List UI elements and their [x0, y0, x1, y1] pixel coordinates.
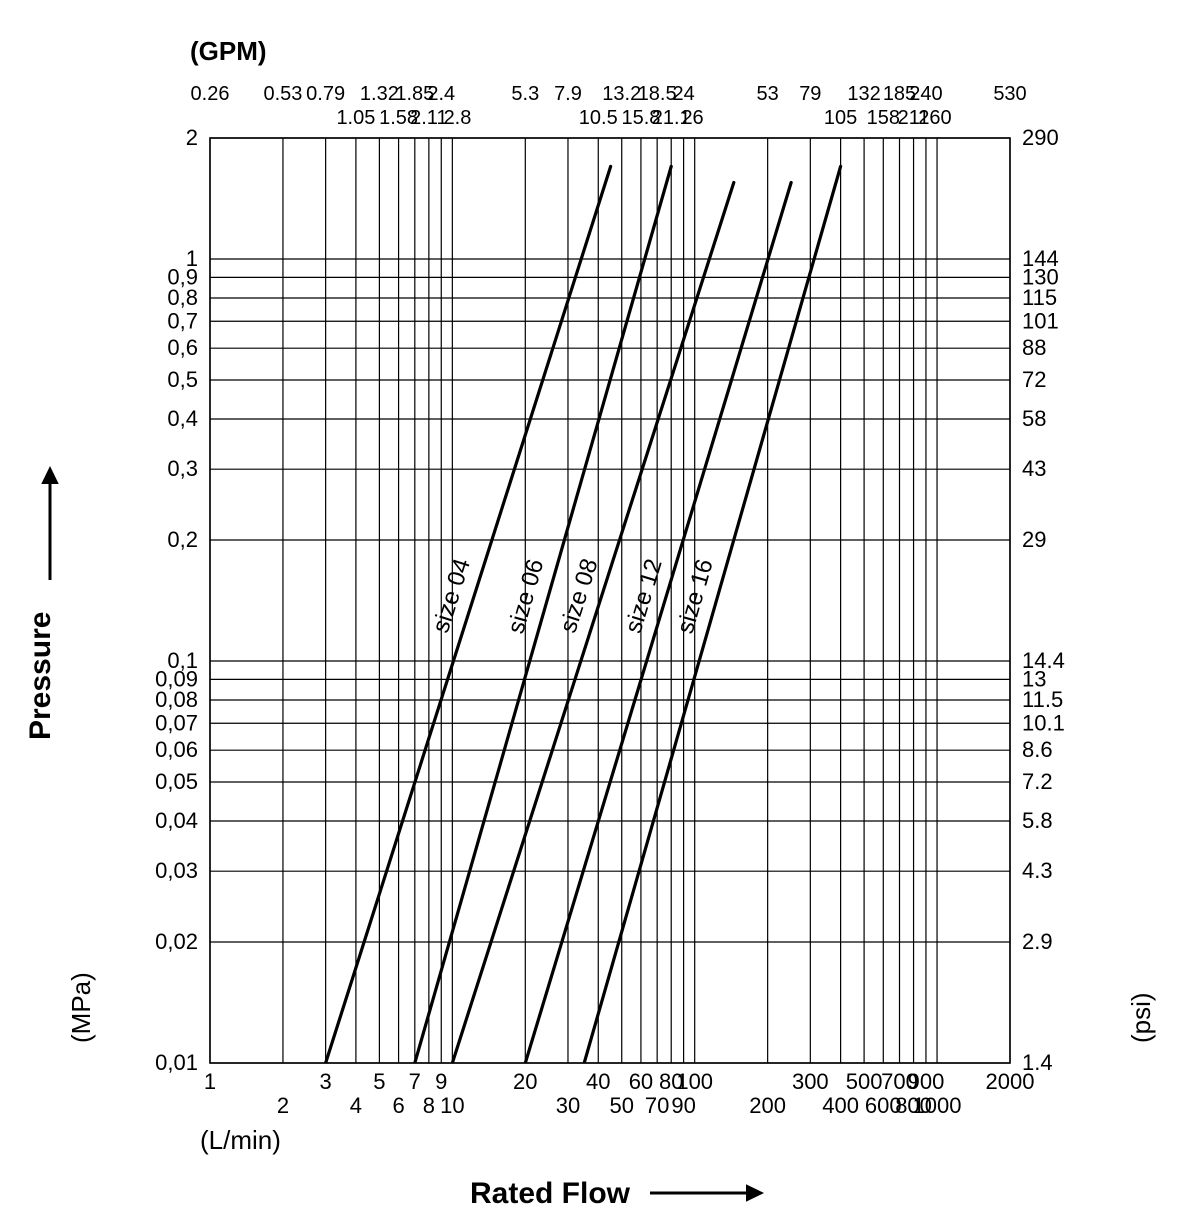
x-top-tick-label: 24: [672, 83, 694, 105]
x-top-tick-label: 260: [918, 107, 951, 129]
pressure-vs-flow-chart: 1234567891020304050607080901002003004005…: [0, 0, 1200, 1219]
y-unit-left: (MPa): [66, 972, 96, 1043]
x-top-tick-label: 18.5: [638, 83, 677, 105]
y-tick-label-left: 0,01: [155, 1050, 198, 1075]
x-unit-top: (GPM): [190, 36, 267, 66]
x-top-tick-label: 2.11: [410, 107, 447, 129]
x-tick-label: 500: [846, 1069, 883, 1094]
x-tick-label: 30: [556, 1093, 580, 1118]
y-tick-label-left: 0,7: [167, 308, 198, 333]
x-top-tick-label: 240: [909, 83, 942, 105]
y-tick-label-right: 144: [1022, 246, 1059, 271]
x-unit-bottom: (L/min): [200, 1125, 281, 1155]
x-tick-label: 2: [277, 1093, 289, 1118]
y-tick-label-right: 290: [1022, 125, 1059, 150]
y-tick-label-left: 0,6: [167, 335, 198, 360]
y-unit-right: (psi): [1126, 992, 1156, 1043]
x-tick-label: 100: [676, 1069, 713, 1094]
x-tick-label: 10: [440, 1093, 464, 1118]
y-tick-label-right: 88: [1022, 335, 1046, 360]
x-top-tick-label: 1.05: [336, 107, 375, 129]
x-tick-label: 5: [373, 1069, 385, 1094]
x-top-tick-label: 0.26: [191, 83, 230, 105]
x-tick-label: 40: [586, 1069, 610, 1094]
x-tick-label: 60: [629, 1069, 653, 1094]
x-top-tick-label: 0.79: [306, 83, 345, 105]
x-tick-label: 3: [320, 1069, 332, 1094]
y-tick-label-left: 0,4: [167, 406, 198, 431]
y-tick-label-left: 0,3: [167, 456, 198, 481]
y-tick-label-right: 14.4: [1022, 648, 1065, 673]
x-tick-label: 70: [645, 1093, 669, 1118]
x-tick-label: 20: [513, 1069, 537, 1094]
x-tick-label: 6: [392, 1093, 404, 1118]
y-axis-title: Pressure: [24, 612, 57, 740]
y-tick-label-left: 0,04: [155, 808, 198, 833]
x-tick-label: 1: [204, 1069, 216, 1094]
x-tick-label: 90: [671, 1093, 695, 1118]
x-top-tick-label: 7.9: [554, 83, 582, 105]
x-top-tick-label: 530: [993, 83, 1026, 105]
y-tick-label-left: 0,2: [167, 527, 198, 552]
y-tick-label-right: 58: [1022, 406, 1046, 431]
x-top-tick-label: 105: [824, 107, 857, 129]
x-tick-label: 7: [409, 1069, 421, 1094]
y-tick-label-left: 2: [186, 125, 198, 150]
y-tick-label-right: 29: [1022, 527, 1046, 552]
x-top-tick-label: 53: [757, 83, 779, 105]
x-tick-label: 4: [350, 1093, 362, 1118]
y-tick-label-left: 0,06: [155, 737, 198, 762]
x-top-tick-label: 2.8: [444, 107, 472, 129]
y-tick-label-right: 8.6: [1022, 737, 1053, 762]
y-tick-label-left: 0,5: [167, 367, 198, 392]
x-tick-label: 50: [610, 1093, 634, 1118]
y-tick-label-right: 101: [1022, 308, 1059, 333]
x-tick-label: 300: [792, 1069, 829, 1094]
y-tick-label-right: 10.1: [1022, 710, 1065, 735]
y-tick-label-left: 1: [186, 246, 198, 271]
y-tick-label-right: 2.9: [1022, 929, 1053, 954]
y-tick-label-left: 0,05: [155, 769, 198, 794]
y-tick-label-right: 4.3: [1022, 858, 1053, 883]
x-top-tick-label: 158: [867, 107, 900, 129]
x-top-tick-label: 5.3: [511, 83, 539, 105]
x-top-tick-label: 132: [847, 83, 880, 105]
y-tick-label-left: 0,1: [167, 648, 198, 673]
x-top-tick-label: 10.5: [579, 107, 618, 129]
y-tick-label-right: 72: [1022, 367, 1046, 392]
x-tick-label: 1000: [913, 1093, 962, 1118]
x-top-tick-label: 13.2: [602, 83, 641, 105]
x-tick-label: 9: [435, 1069, 447, 1094]
y-tick-label-right: 5.8: [1022, 808, 1053, 833]
y-tick-label-right: 43: [1022, 456, 1046, 481]
x-top-tick-label: 26: [681, 107, 703, 129]
x-tick-label: 200: [749, 1093, 786, 1118]
y-tick-label-left: 0,07: [155, 710, 198, 735]
x-axis-title: Rated Flow: [470, 1177, 631, 1210]
x-tick-label: 900: [908, 1069, 945, 1094]
y-tick-label-right: 1.4: [1022, 1050, 1053, 1075]
x-top-tick-label: 0.53: [263, 83, 302, 105]
x-tick-label: 8: [423, 1093, 435, 1118]
x-tick-label: 400: [822, 1093, 859, 1118]
x-top-tick-label: 79: [799, 83, 821, 105]
y-tick-label-left: 0,02: [155, 929, 198, 954]
y-tick-label-left: 0,03: [155, 858, 198, 883]
x-top-tick-label: 1.32: [360, 83, 399, 105]
x-top-tick-label: 2.4: [427, 83, 455, 105]
y-tick-label-right: 7.2: [1022, 769, 1053, 794]
